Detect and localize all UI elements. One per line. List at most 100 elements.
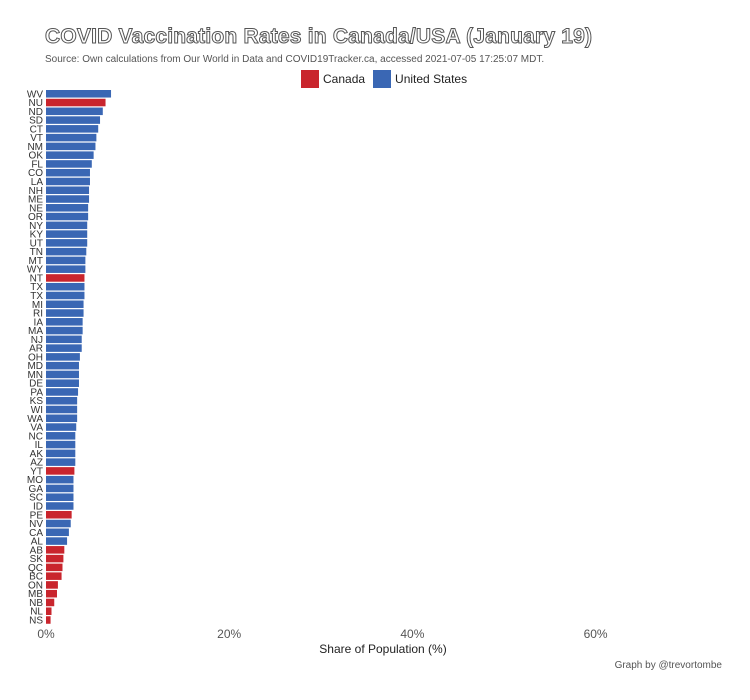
y-tick-label: KS <box>30 396 44 407</box>
y-tick-label: WY <box>27 265 43 276</box>
y-tick-label: ID <box>33 501 43 512</box>
bar-nd <box>46 107 103 116</box>
y-tick-label: NV <box>29 519 43 530</box>
y-tick-label: OH <box>28 352 43 363</box>
bar-nt <box>46 274 85 282</box>
y-tick-label: LA <box>31 177 44 188</box>
bar-tn <box>46 247 87 256</box>
bar-nm <box>46 142 96 151</box>
y-tick-label: NL <box>30 607 43 618</box>
chart-title: COVID Vaccination Rates in Canada/USA (J… <box>44 25 593 49</box>
bar-mb <box>46 589 57 598</box>
y-tick-label: BC <box>29 572 43 583</box>
bar-ct <box>46 125 99 133</box>
legend: Canada United States <box>301 70 475 88</box>
legend-label-united-states: United States <box>395 72 468 86</box>
y-tick-label: OR <box>28 212 43 223</box>
y-tick-label: CO <box>28 168 43 179</box>
bar-nv <box>46 519 71 528</box>
y-tick-label: AL <box>31 537 44 548</box>
bar-ky <box>46 230 88 238</box>
bar-tx <box>46 291 85 300</box>
chart-subtitle: Source: Own calculations from Our World … <box>45 54 545 65</box>
bar-mo <box>46 475 74 484</box>
y-tick-label: PE <box>30 510 44 521</box>
bar-nu <box>46 98 106 107</box>
y-tick-label: UT <box>30 238 43 249</box>
bar-nc <box>46 432 76 440</box>
y-tick-label: NM <box>27 142 43 153</box>
bar-vt <box>46 133 97 142</box>
caption: Graph by @trevortombe <box>614 660 722 671</box>
y-tick-label: NU <box>29 98 43 109</box>
bar-ak <box>46 449 76 458</box>
y-tick-label: MT <box>29 256 43 267</box>
bar-sk <box>46 554 64 563</box>
bar-wa <box>46 414 78 423</box>
bar-mt <box>46 256 86 265</box>
bar-on <box>46 581 58 589</box>
y-tick-label: RI <box>33 309 43 320</box>
y-tick-label: SD <box>29 116 43 127</box>
bar-sc <box>46 493 74 501</box>
y-tick-label: VT <box>30 133 43 144</box>
bar-ks <box>46 396 78 405</box>
bar-ca <box>46 528 69 537</box>
y-tick-label: AK <box>30 449 44 460</box>
y-tick-label: NS <box>29 616 43 627</box>
bar-ar <box>46 344 82 352</box>
legend-item-canada: Canada <box>301 70 365 88</box>
bar-ri <box>46 309 84 317</box>
y-tick-label: MI <box>32 300 43 311</box>
bar-md <box>46 361 79 370</box>
x-axis-title: Share of Population (%) <box>319 642 446 656</box>
bar-pa <box>46 388 79 396</box>
y-tick-label: MD <box>27 361 43 372</box>
legend-swatch-canada <box>301 70 319 88</box>
bar-bc <box>46 572 62 580</box>
bar-ns <box>46 616 51 624</box>
legend-item-united-states: United States <box>373 70 467 88</box>
y-tick-label: NE <box>29 203 43 214</box>
y-tick-label: GA <box>29 484 44 495</box>
y-tick-label: YT <box>30 466 43 477</box>
y-tick-label: NT <box>30 273 43 284</box>
bar-or <box>46 212 89 221</box>
y-tick-label: CA <box>29 528 43 539</box>
y-tick-label: AR <box>29 344 43 355</box>
y-tick-label: NC <box>29 431 43 442</box>
bar-de <box>46 379 79 387</box>
y-tick-label: IA <box>34 317 44 328</box>
bar-va <box>46 423 77 431</box>
bar-wy <box>46 265 86 273</box>
y-tick-label: VA <box>30 423 43 434</box>
y-tick-label: SC <box>29 493 43 504</box>
y-tick-label: CT <box>30 124 43 135</box>
bar-ut <box>46 239 88 247</box>
y-tick-label: PA <box>30 387 43 398</box>
bar-id <box>46 502 74 510</box>
bar-oh <box>46 353 80 361</box>
bar-ne <box>46 204 89 212</box>
bar-co <box>46 168 90 177</box>
bar-il <box>46 440 76 449</box>
y-tick-label: DE <box>29 379 43 390</box>
bar-wv <box>46 90 112 98</box>
legend-label-canada: Canada <box>323 72 366 86</box>
y-tick-label: IL <box>35 440 44 451</box>
bar-nb <box>46 598 55 607</box>
bar-pe <box>46 510 72 519</box>
y-tick-label: MO <box>27 475 43 486</box>
legend-swatch-united-states <box>373 70 392 88</box>
y-tick-label: NY <box>29 221 43 232</box>
bar-fl <box>46 160 92 168</box>
bar-ma <box>46 326 83 335</box>
y-tick-label: OK <box>29 151 44 162</box>
bar-ok <box>46 151 94 159</box>
bar-ny <box>46 221 88 230</box>
bar-sd <box>46 116 101 124</box>
x-tick-label: 40% <box>400 627 424 641</box>
bar-wi <box>46 405 78 414</box>
bar-me <box>46 195 90 203</box>
bar-az <box>46 458 76 466</box>
